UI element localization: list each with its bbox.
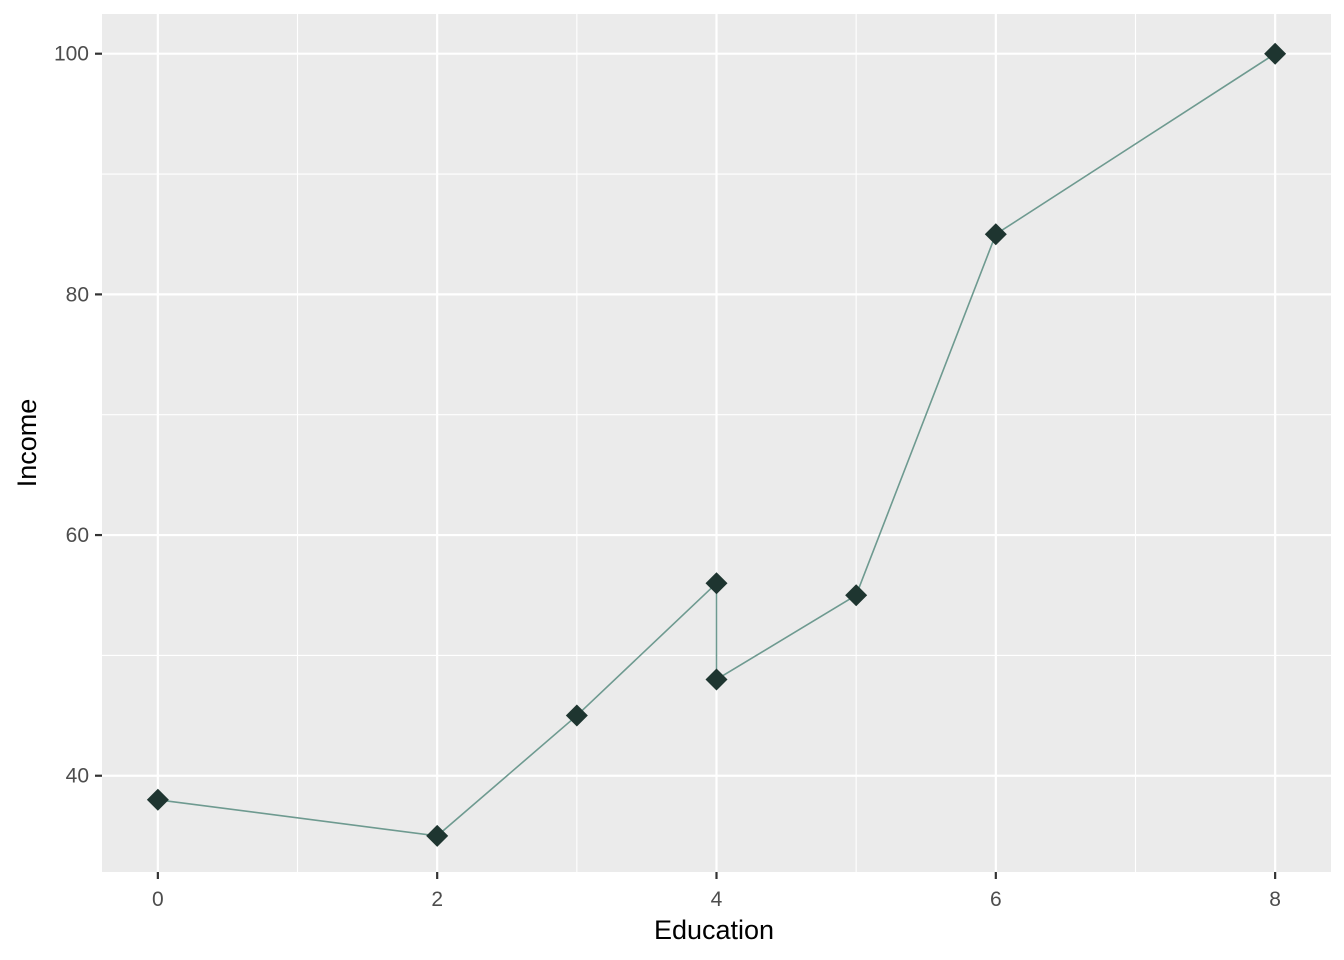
major-gridlines	[102, 14, 1331, 872]
data-point-marker	[845, 584, 868, 607]
data-point-marker	[984, 223, 1007, 246]
x-tick-label: 8	[1269, 888, 1281, 911]
x-tick-label: 2	[431, 888, 443, 911]
data-series	[146, 42, 1287, 847]
data-point-marker	[1264, 42, 1287, 65]
data-point-marker	[705, 668, 728, 691]
series-line	[157, 53, 1276, 837]
x-tick-label: 4	[711, 888, 723, 911]
y-tick-label: 40	[66, 765, 89, 788]
y-axis: 40 60 80 100	[54, 43, 102, 788]
data-point-marker	[705, 572, 728, 595]
x-tick-label: 6	[990, 888, 1002, 911]
x-tick-label: 0	[152, 888, 164, 911]
y-tick-label: 100	[54, 43, 89, 66]
data-point-marker	[565, 704, 588, 727]
y-axis-title: Income	[12, 399, 42, 488]
x-axis-title: Education	[654, 915, 774, 945]
data-point-marker	[426, 824, 449, 847]
data-point-marker	[146, 788, 169, 811]
y-tick-label: 80	[66, 283, 89, 306]
y-tick-label: 60	[66, 524, 89, 547]
x-axis: 0 2 4 6 8	[152, 872, 1281, 911]
